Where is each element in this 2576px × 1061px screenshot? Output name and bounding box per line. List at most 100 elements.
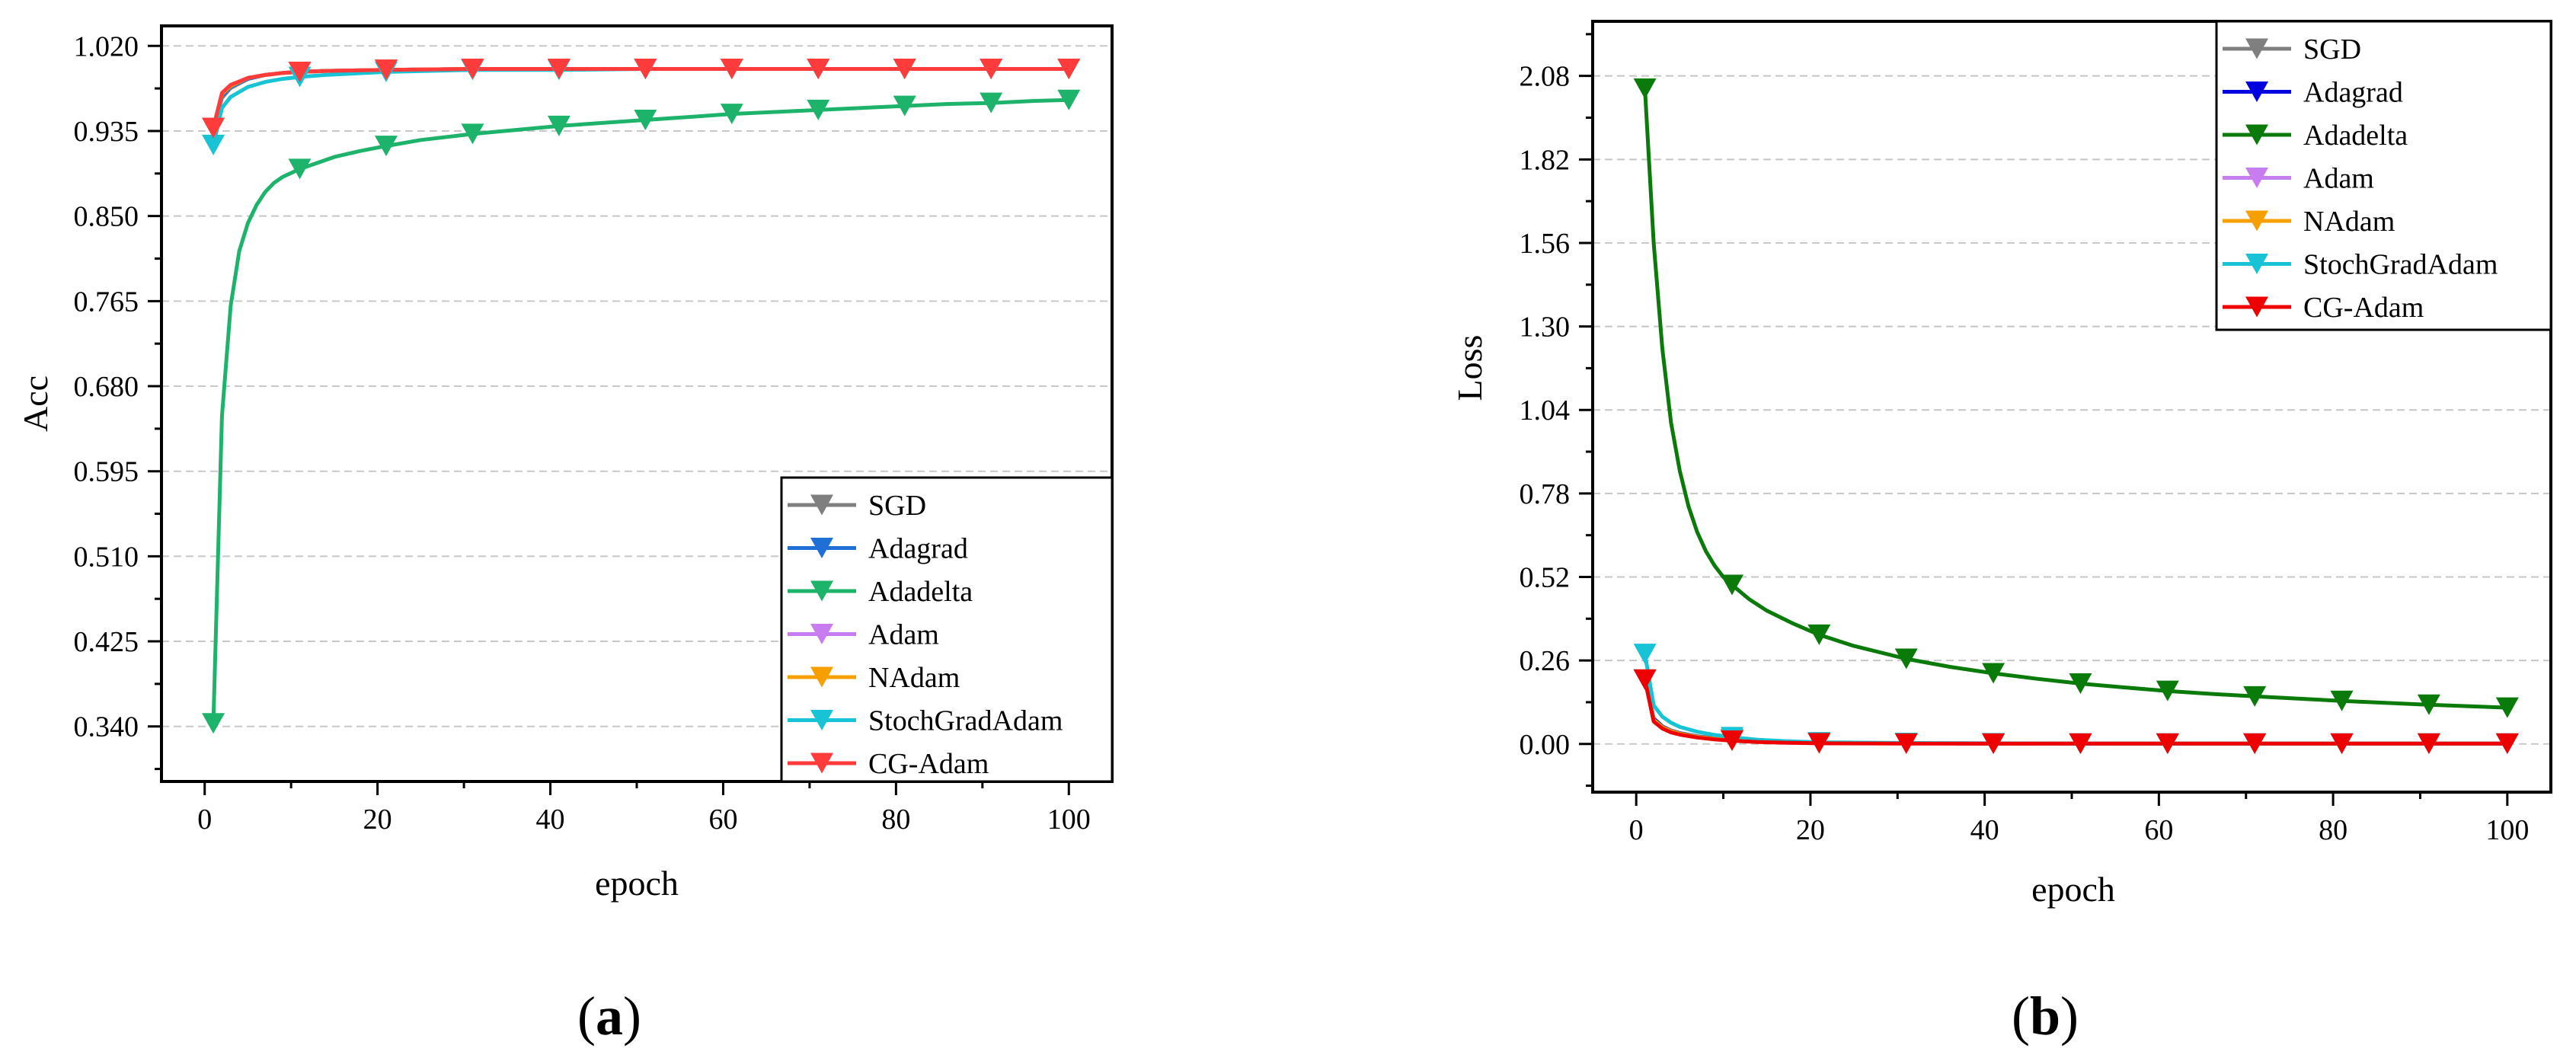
- a-xtick-label-3: 60: [708, 804, 737, 836]
- panel-a-series: [202, 58, 1081, 734]
- a-marker-cg-adam-4: [547, 58, 570, 79]
- a-legend-label-3: Adam: [868, 619, 939, 651]
- a-marker-adadelta-9: [980, 92, 1003, 113]
- b-xtick-label-3: 60: [2144, 814, 2173, 846]
- a-legend-marker-1: [810, 538, 833, 558]
- panel-a-label: (a): [577, 986, 641, 1047]
- a-ytick-label-4: 0.680: [74, 371, 139, 403]
- a-marker-cg-adam-6: [720, 58, 743, 79]
- b-legend-label-2: Adadelta: [2303, 120, 2408, 152]
- a-xtick-label-0: 0: [197, 804, 212, 836]
- a-legend-marker-3: [810, 624, 833, 644]
- b-ytick-label-4: 1.04: [1520, 395, 1571, 427]
- panel-b-y-axis-label: Loss: [1450, 335, 1489, 401]
- b-marker-cg-adam-7: [2243, 733, 2267, 754]
- a-ytick-label-6: 0.850: [74, 201, 139, 233]
- a-series-line-adadelta: [211, 97, 1069, 724]
- a-marker-cg-adam-7: [807, 58, 830, 79]
- b-legend-marker-2: [2245, 124, 2268, 145]
- a-legend-box: [780, 476, 1114, 783]
- a-legend-label-1: Adagrad: [868, 533, 968, 565]
- b-xtick-label-2: 40: [1970, 814, 1999, 846]
- b-marker-cg-adam-6: [2156, 733, 2179, 754]
- b-xtick-label-4: 80: [2319, 814, 2347, 846]
- b-marker-adadelta-5: [2069, 673, 2092, 694]
- b-legend-box: [2215, 20, 2552, 331]
- b-xtick-label-0: 0: [1629, 814, 1644, 846]
- a-marker-cg-adam-5: [634, 58, 657, 79]
- b-marker-cg-adam-0: [1633, 669, 1657, 690]
- b-legend-marker-6: [2245, 296, 2268, 318]
- a-ytick-label-5: 0.765: [74, 286, 139, 318]
- a-xtick-label-4: 80: [881, 804, 910, 836]
- a-legend-label-5: StochGradAdam: [868, 705, 1063, 737]
- a-legend-label-0: SGD: [868, 490, 926, 522]
- a-marker-adadelta-7: [807, 99, 830, 120]
- a-marker-cg-adam-9: [980, 58, 1003, 79]
- a-marker-cg-adam-2: [374, 59, 398, 81]
- a-xtick-label-2: 40: [536, 804, 565, 836]
- a-marker-cg-adam-1: [288, 61, 312, 82]
- a-marker-cg-adam-8: [893, 58, 916, 79]
- b-marker-adadelta-1: [1720, 574, 1743, 596]
- b-marker-cg-adam-5: [2069, 733, 2092, 754]
- panel-a-x-axis-label: epoch: [595, 864, 679, 903]
- b-ytick-label-7: 1.82: [1520, 144, 1571, 176]
- a-marker-adadelta-6: [720, 104, 743, 125]
- a-marker-cg-adam-0: [202, 117, 225, 139]
- a-legend-label-2: Adadelta: [868, 576, 973, 608]
- b-marker-adadelta-2: [1807, 624, 1831, 645]
- b-marker-adadelta-4: [1982, 663, 2006, 684]
- panel-a-y-axis-label: Acc: [16, 376, 55, 432]
- b-xtick-label-1: 20: [1796, 814, 1825, 846]
- b-marker-cg-adam-8: [2330, 733, 2354, 754]
- b-legend-label-6: CG-Adam: [2303, 292, 2424, 324]
- panel-b-letter: b: [2030, 986, 2060, 1047]
- a-legend-marker-6: [810, 753, 833, 774]
- panel-a-letter: a: [596, 986, 623, 1047]
- b-legend-label-4: NAdam: [2303, 206, 2395, 238]
- b-legend-label-0: SGD: [2303, 34, 2361, 66]
- b-marker-adadelta-3: [1894, 648, 1918, 670]
- b-legend-label-1: Adagrad: [2303, 77, 2403, 109]
- b-marker-adadelta-9: [2417, 694, 2440, 715]
- panel-a-accuracy-chart: 0.340 0.425 0.510 0.595 0.680 0.765 0.850 0.935…: [16, 24, 1114, 1047]
- b-ytick-label-2: 0.52: [1520, 561, 1571, 593]
- panel-b-series: [1633, 78, 2519, 754]
- b-series-line-stochgradadam: [1643, 654, 2507, 746]
- b-marker-cg-adam-9: [2417, 733, 2440, 754]
- b-marker-adadelta-10: [2495, 697, 2519, 718]
- panel-b-label: (b): [2012, 986, 2079, 1047]
- b-legend-marker-3: [2245, 168, 2268, 188]
- a-marker-adadelta-0: [202, 713, 225, 734]
- b-marker-cg-adam-3: [1894, 733, 1918, 754]
- a-marker-adadelta-5: [634, 110, 657, 131]
- a-legend-marker-4: [810, 666, 833, 688]
- a-legend-marker-5: [810, 710, 833, 730]
- b-marker-stochgradadam-0: [1633, 644, 1657, 665]
- b-marker-cg-adam-10: [2495, 733, 2519, 754]
- panel-a-ticks: 0.340 0.425 0.510 0.595 0.680 0.765 0.850 0.935…: [74, 30, 1091, 836]
- a-ytick-label-7: 0.935: [74, 116, 139, 148]
- a-marker-cg-adam-3: [461, 58, 484, 79]
- a-ytick-label-8: 1.020: [74, 30, 139, 62]
- b-ytick-label-0: 0.00: [1520, 729, 1571, 761]
- b-legend-marker-5: [2245, 254, 2268, 274]
- b-ytick-label-5: 1.30: [1520, 312, 1571, 344]
- panel-b-legend: SGD Adagrad Adadelta Adam NAdam StochGradAdam…: [2215, 20, 2552, 331]
- b-ytick-label-3: 0.78: [1520, 478, 1571, 510]
- b-marker-cg-adam-4: [1982, 733, 2006, 754]
- b-legend-label-5: StochGradAdam: [2303, 249, 2498, 281]
- a-ytick-label-2: 0.510: [74, 541, 139, 573]
- b-marker-adadelta-7: [2243, 685, 2267, 707]
- b-marker-adadelta-8: [2330, 690, 2354, 711]
- b-marker-cg-adam-1: [1720, 730, 1743, 752]
- b-legend-label-3: Adam: [2303, 163, 2374, 195]
- a-ytick-label-1: 0.425: [74, 626, 139, 658]
- b-legend-marker-1: [2245, 81, 2268, 102]
- panel-a-legend: SGD Adagrad Adadelta Adam NAdam StochGradAdam…: [780, 476, 1114, 783]
- b-series-line-adadelta: [1643, 88, 2507, 710]
- b-marker-adadelta-6: [2156, 680, 2179, 701]
- b-legend-marker-4: [2245, 210, 2268, 232]
- a-marker-adadelta-1: [288, 158, 312, 180]
